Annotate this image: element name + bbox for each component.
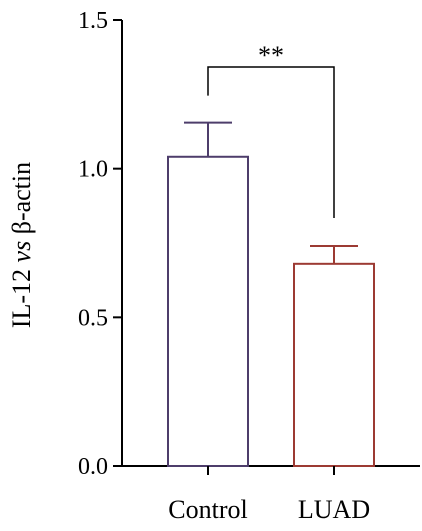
x-category-label: LUAD — [298, 495, 370, 524]
y-axis-title-part-2: vs — [7, 241, 36, 263]
y-axis-title-part-1: IL-12 — [7, 262, 36, 328]
significance-label: ** — [258, 41, 284, 70]
significance-bracket: ** — [207, 41, 335, 218]
y-tick-label: 1.0 — [78, 157, 108, 183]
y-axis-title-part-3: β-actin — [7, 162, 36, 241]
x-category-labels: Control LUAD — [168, 466, 370, 524]
svg-text:IL-12 vs β-actin: IL-12 vs β-actin — [7, 162, 36, 328]
significance-line — [207, 66, 335, 218]
x-category-label: Control — [168, 495, 247, 524]
y-tick-label: 0.0 — [78, 454, 108, 480]
y-tick-label: 0.5 — [78, 305, 108, 331]
bar-luad — [293, 262, 375, 467]
bar-control — [167, 155, 249, 467]
axes — [121, 20, 420, 467]
y-axis-title: IL-12 vs β-actin — [7, 162, 36, 328]
y-ticks: 0.0 0.5 1.0 1.5 — [78, 8, 122, 480]
y-tick-label: 1.5 — [78, 8, 108, 34]
bars — [167, 121, 375, 467]
